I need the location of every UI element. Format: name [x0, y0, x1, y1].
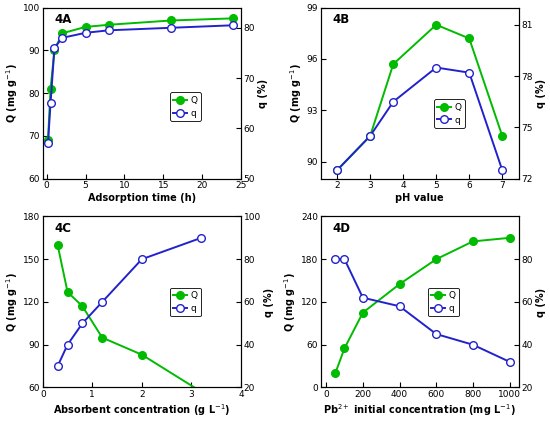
Y-axis label: q (%): q (%)	[258, 78, 268, 108]
Legend: Q, q: Q, q	[428, 287, 459, 316]
Y-axis label: Q (mg g$^{-1}$): Q (mg g$^{-1}$)	[288, 63, 304, 123]
X-axis label: Absorbent concentration (g L$^{-1}$): Absorbent concentration (g L$^{-1}$)	[53, 402, 230, 418]
Legend: Q, q: Q, q	[170, 92, 201, 121]
X-axis label: Adsorption time (h): Adsorption time (h)	[88, 193, 196, 203]
Legend: Q, q: Q, q	[434, 99, 465, 128]
Y-axis label: Q (mg g$^{-1}$): Q (mg g$^{-1}$)	[4, 272, 20, 332]
Text: 4D: 4D	[333, 222, 350, 235]
Y-axis label: q (%): q (%)	[536, 287, 546, 316]
Y-axis label: Q (mg g$^{-1}$): Q (mg g$^{-1}$)	[4, 63, 20, 123]
X-axis label: Pb$^{2+}$ initial concentration (mg L$^{-1}$): Pb$^{2+}$ initial concentration (mg L$^{…	[323, 402, 516, 418]
Y-axis label: Q (mg g$^{-1}$): Q (mg g$^{-1}$)	[282, 272, 298, 332]
Y-axis label: q (%): q (%)	[536, 78, 546, 108]
Text: 4C: 4C	[54, 222, 72, 235]
Y-axis label: q (%): q (%)	[263, 287, 274, 316]
Legend: Q, q: Q, q	[170, 287, 201, 316]
X-axis label: pH value: pH value	[395, 193, 444, 203]
Text: 4B: 4B	[333, 13, 350, 26]
Text: 4A: 4A	[54, 13, 72, 26]
